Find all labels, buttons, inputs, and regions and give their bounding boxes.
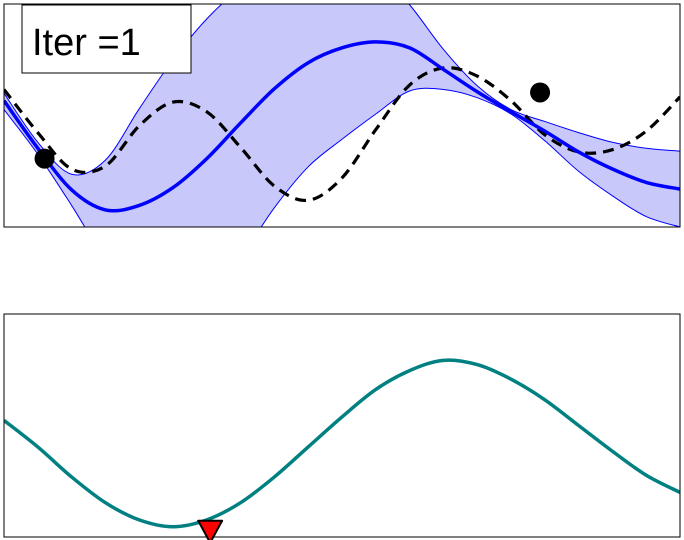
confidence-upper-bound	[4, 4, 680, 176]
confidence-lower-bound	[4, 87, 680, 227]
iteration-label: Iter =1	[32, 22, 141, 64]
next-sample-marker	[197, 519, 224, 540]
iteration-legend-box: Iter =1	[21, 4, 192, 74]
acquisition-plot	[3, 313, 681, 540]
acquisition-marks	[4, 358, 680, 529]
acquisition-frame	[3, 313, 681, 538]
gp-posterior-frame	[3, 3, 681, 228]
gp-posterior-plot: Iter =1	[3, 3, 681, 228]
true-function-line	[4, 66, 680, 202]
acquisition-function-line	[4, 358, 680, 529]
observation-point-2	[530, 82, 551, 103]
posterior-mean-line	[4, 40, 680, 213]
observation-point-1	[34, 148, 55, 169]
